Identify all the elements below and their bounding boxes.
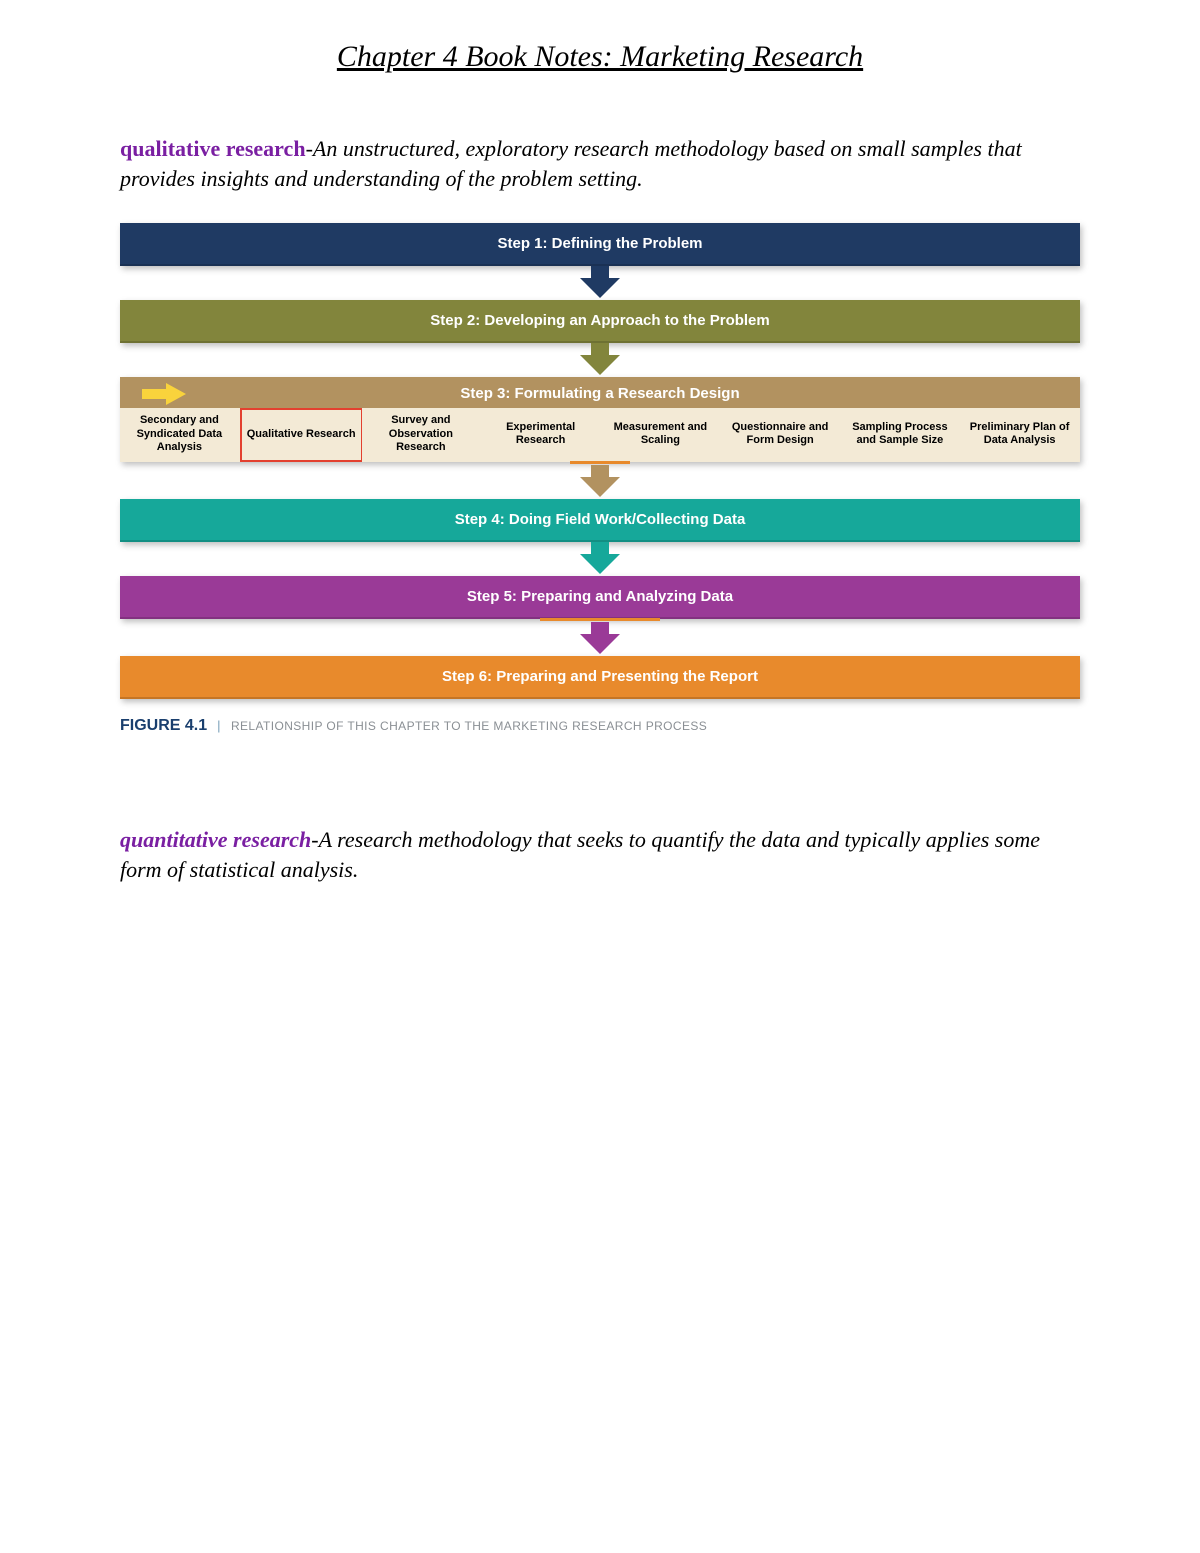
- document-page: Chapter 4 Book Notes: Marketing Research…: [0, 0, 1200, 1553]
- term-sep: -: [306, 136, 313, 161]
- term-quantitative: quantitative research: [120, 827, 311, 852]
- step-3-underline: [570, 461, 630, 464]
- term-sep-2: -: [311, 827, 318, 852]
- arrow-4: [120, 542, 1080, 576]
- figure-number: FIGURE 4.1: [120, 717, 207, 734]
- term-qualitative: qualitative research: [120, 136, 306, 161]
- step-5-bar: Step 5: Preparing and Analyzing Data: [120, 576, 1080, 619]
- step-3-subitem: Questionnaire and Form Design: [721, 408, 841, 462]
- step-4-bar: Step 4: Doing Field Work/Collecting Data: [120, 499, 1080, 542]
- research-process-flowchart: Step 1: Defining the Problem Step 2: Dev…: [120, 223, 1080, 735]
- arrow-2: [120, 343, 1080, 377]
- step-3-label: Step 3: Formulating a Research Design: [460, 385, 739, 402]
- arrow-3: [120, 465, 1080, 499]
- step-2-bar: Step 2: Developing an Approach to the Pr…: [120, 300, 1080, 343]
- step-3-subitem: Preliminary Plan of Data Analysis: [960, 408, 1080, 462]
- step-1-label: Step 1: Defining the Problem: [497, 235, 702, 252]
- definition-quantitative: quantitative research-A research methodo…: [120, 825, 1080, 884]
- step-3-subitem: Secondary and Syndicated Data Analysis: [120, 408, 240, 462]
- step-6-label: Step 6: Preparing and Presenting the Rep…: [442, 668, 758, 685]
- step-3-subitem: Measurement and Scaling: [601, 408, 721, 462]
- step-3-subitem: Qualitative Research: [240, 408, 362, 462]
- step-1-bar: Step 1: Defining the Problem: [120, 223, 1080, 266]
- step-6-bar: Step 6: Preparing and Presenting the Rep…: [120, 656, 1080, 699]
- arrow-1: [120, 266, 1080, 300]
- figure-text: RELATIONSHIP OF THIS CHAPTER TO THE MARK…: [231, 719, 707, 733]
- page-title: Chapter 4 Book Notes: Marketing Research: [120, 40, 1080, 74]
- arrow-5: [120, 622, 1080, 656]
- step-3-header: Step 3: Formulating a Research Design: [120, 377, 1080, 408]
- step-3-subitem: Survey and Observation Research: [362, 408, 482, 462]
- yellow-arrow-icon: [142, 383, 186, 409]
- step-2-label: Step 2: Developing an Approach to the Pr…: [430, 312, 770, 329]
- step-3-subitem: Sampling Process and Sample Size: [841, 408, 961, 462]
- step-5-label: Step 5: Preparing and Analyzing Data: [467, 588, 733, 605]
- figure-caption: FIGURE 4.1 | RELATIONSHIP OF THIS CHAPTE…: [120, 717, 1080, 735]
- step-3-subitem: Experimental Research: [481, 408, 601, 462]
- step-3-subitems: Secondary and Syndicated Data AnalysisQu…: [120, 408, 1080, 462]
- step-5-underline: [540, 618, 660, 621]
- figure-divider: |: [217, 718, 221, 733]
- step-4-label: Step 4: Doing Field Work/Collecting Data: [455, 511, 746, 528]
- step-3-block: Step 3: Formulating a Research Design Se…: [120, 377, 1080, 462]
- definition-qualitative: qualitative research-An unstructured, ex…: [120, 134, 1080, 193]
